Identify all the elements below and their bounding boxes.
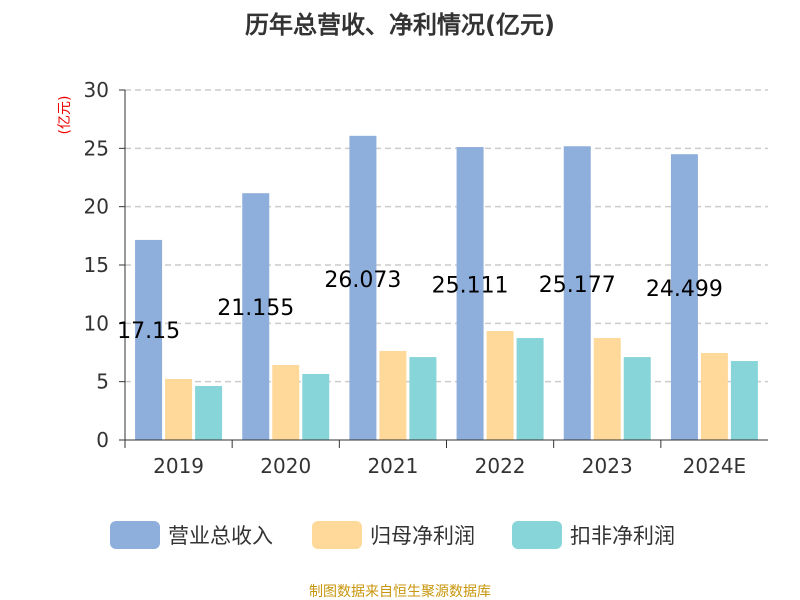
legend-swatch <box>110 521 160 549</box>
bar-扣非净利润 <box>195 385 223 440</box>
chart-title: 历年总营收、净利情况(亿元) <box>245 11 555 39</box>
bar-营业总收入 <box>242 193 270 440</box>
x-tick-label: 2021 <box>367 454 418 478</box>
y-tick-label: 5 <box>96 370 109 394</box>
y-tick-label: 15 <box>84 253 109 277</box>
y-tick-label: 25 <box>84 136 109 160</box>
y-tick-label: 10 <box>84 311 109 335</box>
legend-label: 归母净利润 <box>370 524 475 548</box>
bar-扣非净利润 <box>302 373 330 440</box>
x-tick-label: 2019 <box>153 454 204 478</box>
data-label: 21.155 <box>217 296 294 321</box>
x-tick-label: 2023 <box>582 454 633 478</box>
bar-扣非净利润 <box>623 357 651 440</box>
bar-营业总收入 <box>349 135 377 440</box>
bar-营业总收入 <box>456 147 484 440</box>
bar-扣非净利润 <box>730 361 758 440</box>
bar-归母净利润 <box>165 378 193 440</box>
legend-swatch <box>512 521 562 549</box>
data-label: 25.111 <box>432 273 509 298</box>
data-label: 24.499 <box>646 277 723 302</box>
bar-营业总收入 <box>563 146 591 441</box>
bar-归母净利润 <box>700 352 728 440</box>
bar-营业总收入 <box>670 154 698 440</box>
data-label: 17.15 <box>117 319 180 344</box>
data-label: 25.177 <box>539 273 616 298</box>
legend-label: 扣非净利润 <box>570 524 675 548</box>
bar-扣非净利润 <box>516 338 544 440</box>
y-tick-label: 30 <box>84 78 109 102</box>
bar-归母净利润 <box>272 364 300 440</box>
x-tick-label: 2022 <box>475 454 526 478</box>
bar-归母净利润 <box>486 331 514 440</box>
y-tick-label: 20 <box>84 195 109 219</box>
x-tick-label: 2024E <box>683 454 747 478</box>
legend-label: 营业总收入 <box>168 524 273 548</box>
bar-归母净利润 <box>379 350 407 440</box>
bar-营业总收入 <box>135 239 163 440</box>
legend-swatch <box>312 521 362 549</box>
source-note: 制图数据来自恒生聚源数据库 <box>309 584 491 600</box>
y-tick-label: 0 <box>96 428 109 452</box>
x-tick-label: 2020 <box>260 454 311 478</box>
bar-扣非净利润 <box>409 357 437 440</box>
bar-归母净利润 <box>593 338 621 440</box>
y-axis-label: (亿元) <box>57 96 73 135</box>
data-label: 26.073 <box>324 268 401 293</box>
